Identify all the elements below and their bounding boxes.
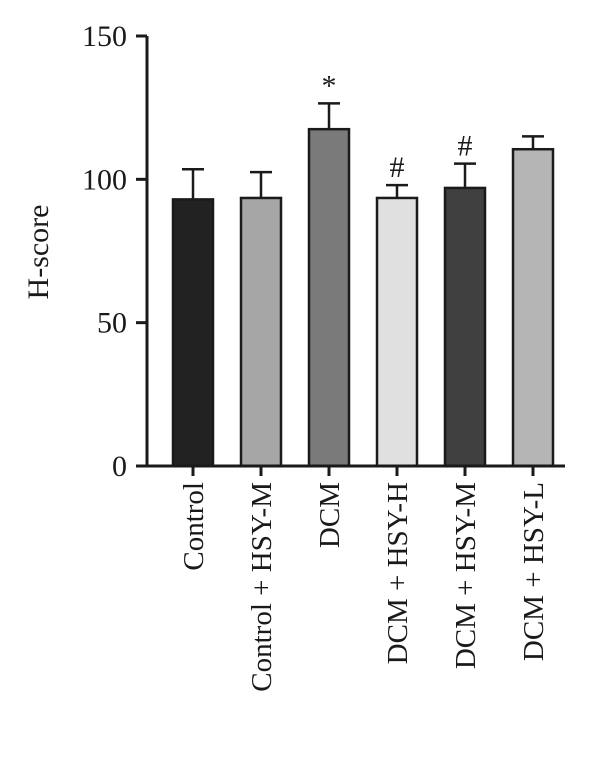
bar [171, 198, 215, 468]
y-tick-label: 0 [112, 450, 127, 483]
y-axis-title: H-score [22, 205, 55, 300]
x-tick-label: Control + HSY-M [246, 482, 278, 692]
y-tick-label: 50 [97, 307, 127, 340]
significance-marker: * [322, 69, 337, 102]
x-tick-label: Control [178, 482, 210, 571]
bar-group [239, 170, 283, 468]
x-tick-label: DCM + HSY-M [450, 482, 482, 669]
y-axis: 0 50 100 150 [82, 20, 149, 483]
bars: * # # [171, 69, 555, 468]
x-axis: Control Control + HSY-M DCM DCM + HSY-H DCM … [147, 464, 565, 692]
x-tick-label: DCM [314, 482, 346, 548]
bar-group [511, 135, 555, 468]
significance-marker: # [390, 151, 405, 184]
bar [239, 196, 283, 468]
bar-group: # [443, 130, 487, 468]
y-tick-label: 100 [82, 163, 127, 196]
bar-group: # [375, 151, 419, 468]
bar-group: * [307, 69, 351, 468]
significance-marker: # [458, 130, 473, 163]
x-tick-label: DCM + HSY-L [518, 482, 550, 661]
bar [307, 127, 351, 468]
x-tick-label: DCM + HSY-H [382, 482, 414, 664]
y-tick-label: 150 [82, 20, 127, 53]
bar [443, 186, 487, 468]
bar [511, 147, 555, 468]
bar [375, 196, 419, 468]
bar-group [171, 168, 215, 468]
